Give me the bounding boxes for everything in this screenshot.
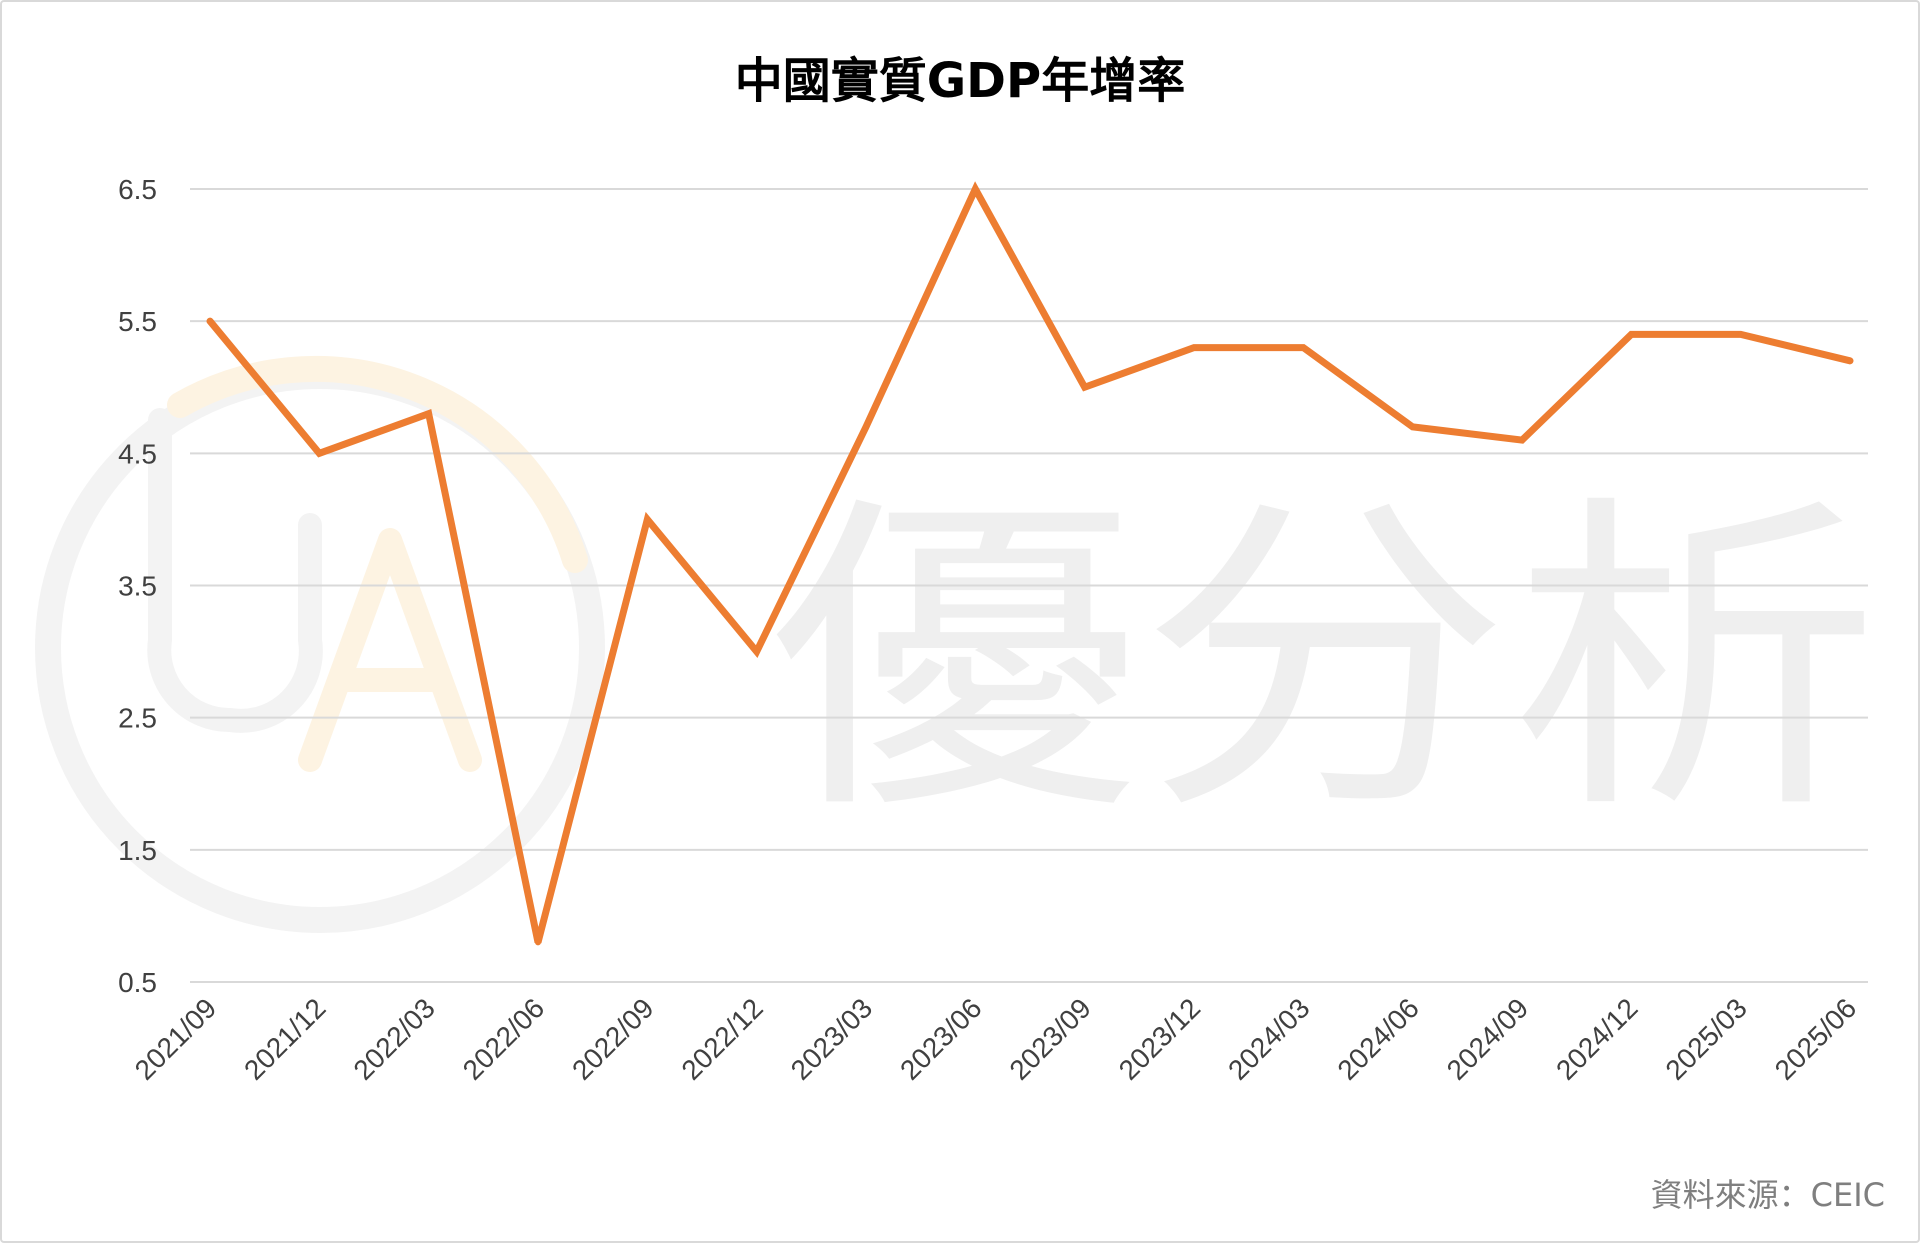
x-tick-label: 2025/03	[1659, 992, 1752, 1085]
x-tick-label: 2023/03	[785, 992, 878, 1085]
y-tick-label: 4.5	[118, 438, 157, 469]
data-point	[1847, 357, 1853, 364]
data-point	[535, 939, 541, 946]
source-note: 資料來源：CEIC	[1651, 1176, 1885, 1214]
y-tick-label: 2.5	[118, 703, 157, 734]
data-point	[1300, 344, 1307, 351]
x-tick-label: 2022/06	[457, 992, 550, 1085]
watermark-logo-arc	[167, 356, 588, 573]
data-point	[1628, 331, 1635, 338]
x-tick-label: 2024/12	[1550, 992, 1643, 1085]
data-point	[972, 186, 979, 192]
data-point	[644, 516, 651, 523]
data-point	[316, 450, 323, 457]
data-point	[207, 318, 213, 325]
watermark-logo-u	[147, 408, 323, 733]
y-tick-label: 6.5	[118, 174, 157, 205]
x-tick-label: 2023/12	[1113, 992, 1206, 1085]
x-tick-label: 2022/09	[566, 992, 659, 1085]
y-tick-label: 3.5	[118, 571, 157, 602]
x-tick-label: 2024/09	[1441, 992, 1534, 1085]
y-tick-label: 1.5	[118, 835, 157, 866]
x-tick-label: 2022/03	[347, 992, 440, 1085]
x-tick-label: 2025/06	[1769, 992, 1862, 1085]
x-tick-label: 2022/12	[675, 992, 768, 1085]
x-tick-label: 2023/09	[1003, 992, 1096, 1085]
series-layer	[206, 181, 1854, 946]
data-point	[1081, 384, 1088, 391]
data-point	[1409, 423, 1416, 430]
watermark-text: 優分析	[770, 469, 1880, 853]
x-tick-label: 2021/12	[238, 992, 331, 1085]
y-axis-ticks: 0.5 1.5 2.5 3.5 4.5 5.5 6.5	[118, 174, 157, 998]
data-point	[1191, 344, 1197, 351]
data-point	[425, 410, 432, 417]
y-tick-label: 5.5	[118, 306, 157, 337]
gridlines	[190, 188, 1868, 983]
x-tick-label: 2024/06	[1331, 992, 1424, 1085]
x-axis-ticks: 2021/09 2021/12 2022/03 2022/06 2022/09 2022/…	[129, 992, 1862, 1085]
data-point	[863, 423, 869, 430]
x-tick-label: 2023/06	[894, 992, 987, 1085]
series-line-0	[206, 181, 1854, 944]
y-tick-label: 0.5	[118, 967, 157, 998]
data-point	[753, 648, 760, 655]
x-tick-label: 2021/09	[129, 992, 222, 1085]
data-point	[1519, 437, 1525, 444]
watermark: 優分析	[35, 356, 1880, 933]
chart-title: 中國實質GDP年增率	[735, 53, 1185, 109]
watermark-logo-a	[298, 528, 482, 772]
x-tick-label: 2024/03	[1222, 992, 1315, 1085]
data-point	[1737, 331, 1744, 338]
